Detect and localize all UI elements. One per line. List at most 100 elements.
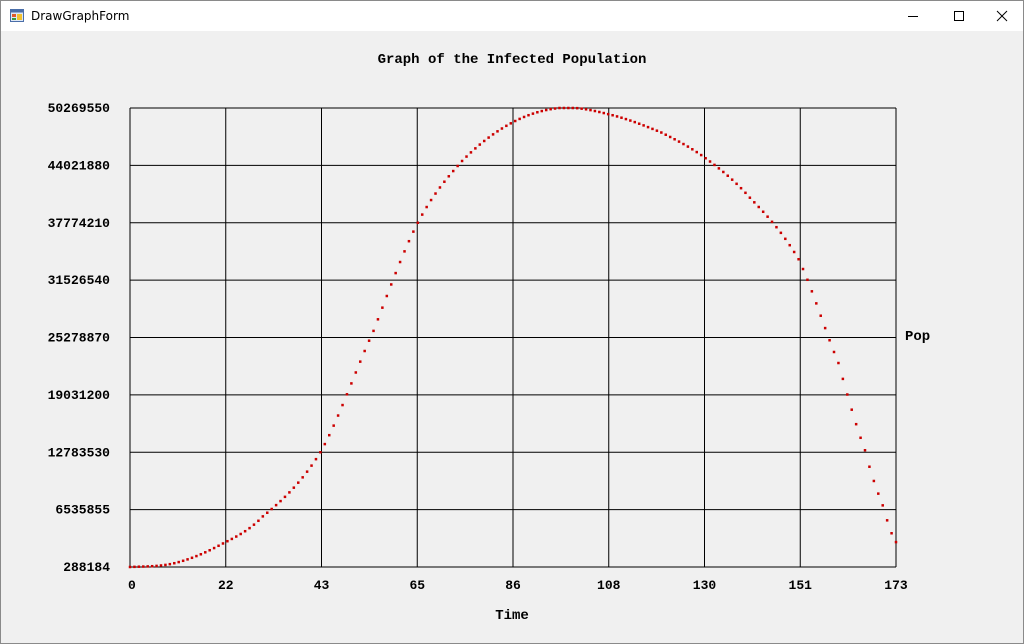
data-point: [766, 215, 769, 218]
y-tick-label: 288184: [63, 560, 110, 575]
y-axis-label: Pop: [905, 329, 930, 345]
maximize-button[interactable]: [936, 1, 982, 31]
data-point: [863, 449, 867, 452]
data-point: [496, 130, 499, 133]
x-tick-label: 65: [409, 578, 425, 593]
data-point: [655, 129, 659, 132]
x-tick-label: 43: [314, 578, 330, 593]
data-point: [664, 133, 668, 136]
data-point: [797, 257, 800, 261]
data-point: [142, 565, 145, 568]
x-tick-label: 130: [693, 578, 717, 593]
x-tick-label: 22: [218, 578, 234, 593]
data-point: [881, 504, 884, 507]
title-bar[interactable]: DrawGraphForm: [1, 1, 1023, 31]
data-point: [385, 294, 389, 298]
data-point: [775, 225, 778, 229]
data-point: [305, 470, 309, 473]
data-point: [487, 136, 490, 139]
data-point: [629, 119, 632, 122]
data-point: [584, 108, 588, 111]
data-point: [708, 160, 712, 163]
data-point: [372, 329, 375, 333]
data-point: [704, 156, 707, 160]
data-point: [651, 127, 654, 131]
data-point: [239, 532, 242, 536]
data-point: [358, 360, 362, 363]
data-point: [810, 290, 814, 293]
data-point: [859, 436, 862, 440]
data-point: [208, 548, 211, 552]
data-point: [438, 186, 442, 189]
data-point: [522, 115, 526, 119]
data-point: [854, 422, 858, 426]
y-tick-label: 12783530: [48, 445, 111, 460]
data-point: [327, 433, 331, 437]
data-point: [474, 147, 477, 150]
data-point: [589, 108, 592, 112]
chart-grid: [129, 107, 897, 568]
data-point: [695, 150, 699, 154]
data-point: [735, 182, 738, 186]
data-point: [332, 424, 335, 427]
data-point: [753, 201, 756, 204]
data-point: [451, 169, 455, 173]
close-button[interactable]: [979, 1, 1023, 31]
minimize-button[interactable]: [890, 1, 936, 31]
data-point: [279, 499, 282, 503]
data-point: [297, 481, 300, 484]
y-tick-label: 6535855: [55, 503, 110, 518]
data-point: [460, 159, 464, 163]
data-point: [598, 110, 601, 114]
data-point: [850, 408, 853, 411]
y-tick-label: 25278870: [48, 331, 111, 346]
data-point: [252, 523, 256, 526]
data-point: [226, 539, 229, 543]
data-point: [518, 117, 521, 121]
data-point: [739, 186, 743, 190]
data-point: [204, 551, 207, 554]
data-point: [646, 125, 650, 129]
data-point: [885, 519, 889, 522]
data-point: [482, 139, 486, 143]
data-point: [292, 486, 296, 489]
data-point: [624, 117, 628, 121]
data-point: [717, 167, 721, 170]
data-point: [217, 544, 220, 548]
data-point: [562, 106, 566, 110]
data-point: [341, 403, 344, 407]
x-axis-tick-labels: 0 22 43 65 86 108 130 151 173: [128, 578, 908, 593]
data-point: [261, 515, 265, 518]
data-point: [177, 560, 180, 564]
close-icon: [996, 10, 1008, 22]
data-point: [580, 107, 583, 110]
data-point: [336, 414, 340, 417]
data-point: [531, 112, 535, 115]
data-point: [190, 556, 194, 560]
data-point: [420, 213, 424, 216]
data-point: [235, 535, 238, 538]
app-form-icon: [10, 9, 24, 22]
data-point: [779, 231, 783, 235]
data-point: [801, 267, 805, 271]
data-point: [637, 122, 641, 125]
data-point: [137, 565, 141, 568]
data-point: [677, 140, 681, 143]
data-point: [164, 563, 167, 567]
data-point: [310, 464, 313, 467]
data-point: [350, 382, 353, 385]
data-point: [757, 205, 760, 209]
data-point: [425, 205, 428, 209]
data-point: [367, 339, 371, 342]
data-point: [266, 511, 269, 514]
data-point: [846, 393, 849, 396]
data-point: [549, 107, 552, 111]
window-title: DrawGraphForm: [31, 9, 130, 23]
data-point: [682, 142, 685, 146]
data-point: [540, 109, 544, 113]
data-point: [890, 532, 893, 535]
data-point: [792, 250, 796, 254]
y-tick-label: 37774210: [48, 216, 111, 231]
y-tick-label: 19031200: [48, 388, 111, 403]
